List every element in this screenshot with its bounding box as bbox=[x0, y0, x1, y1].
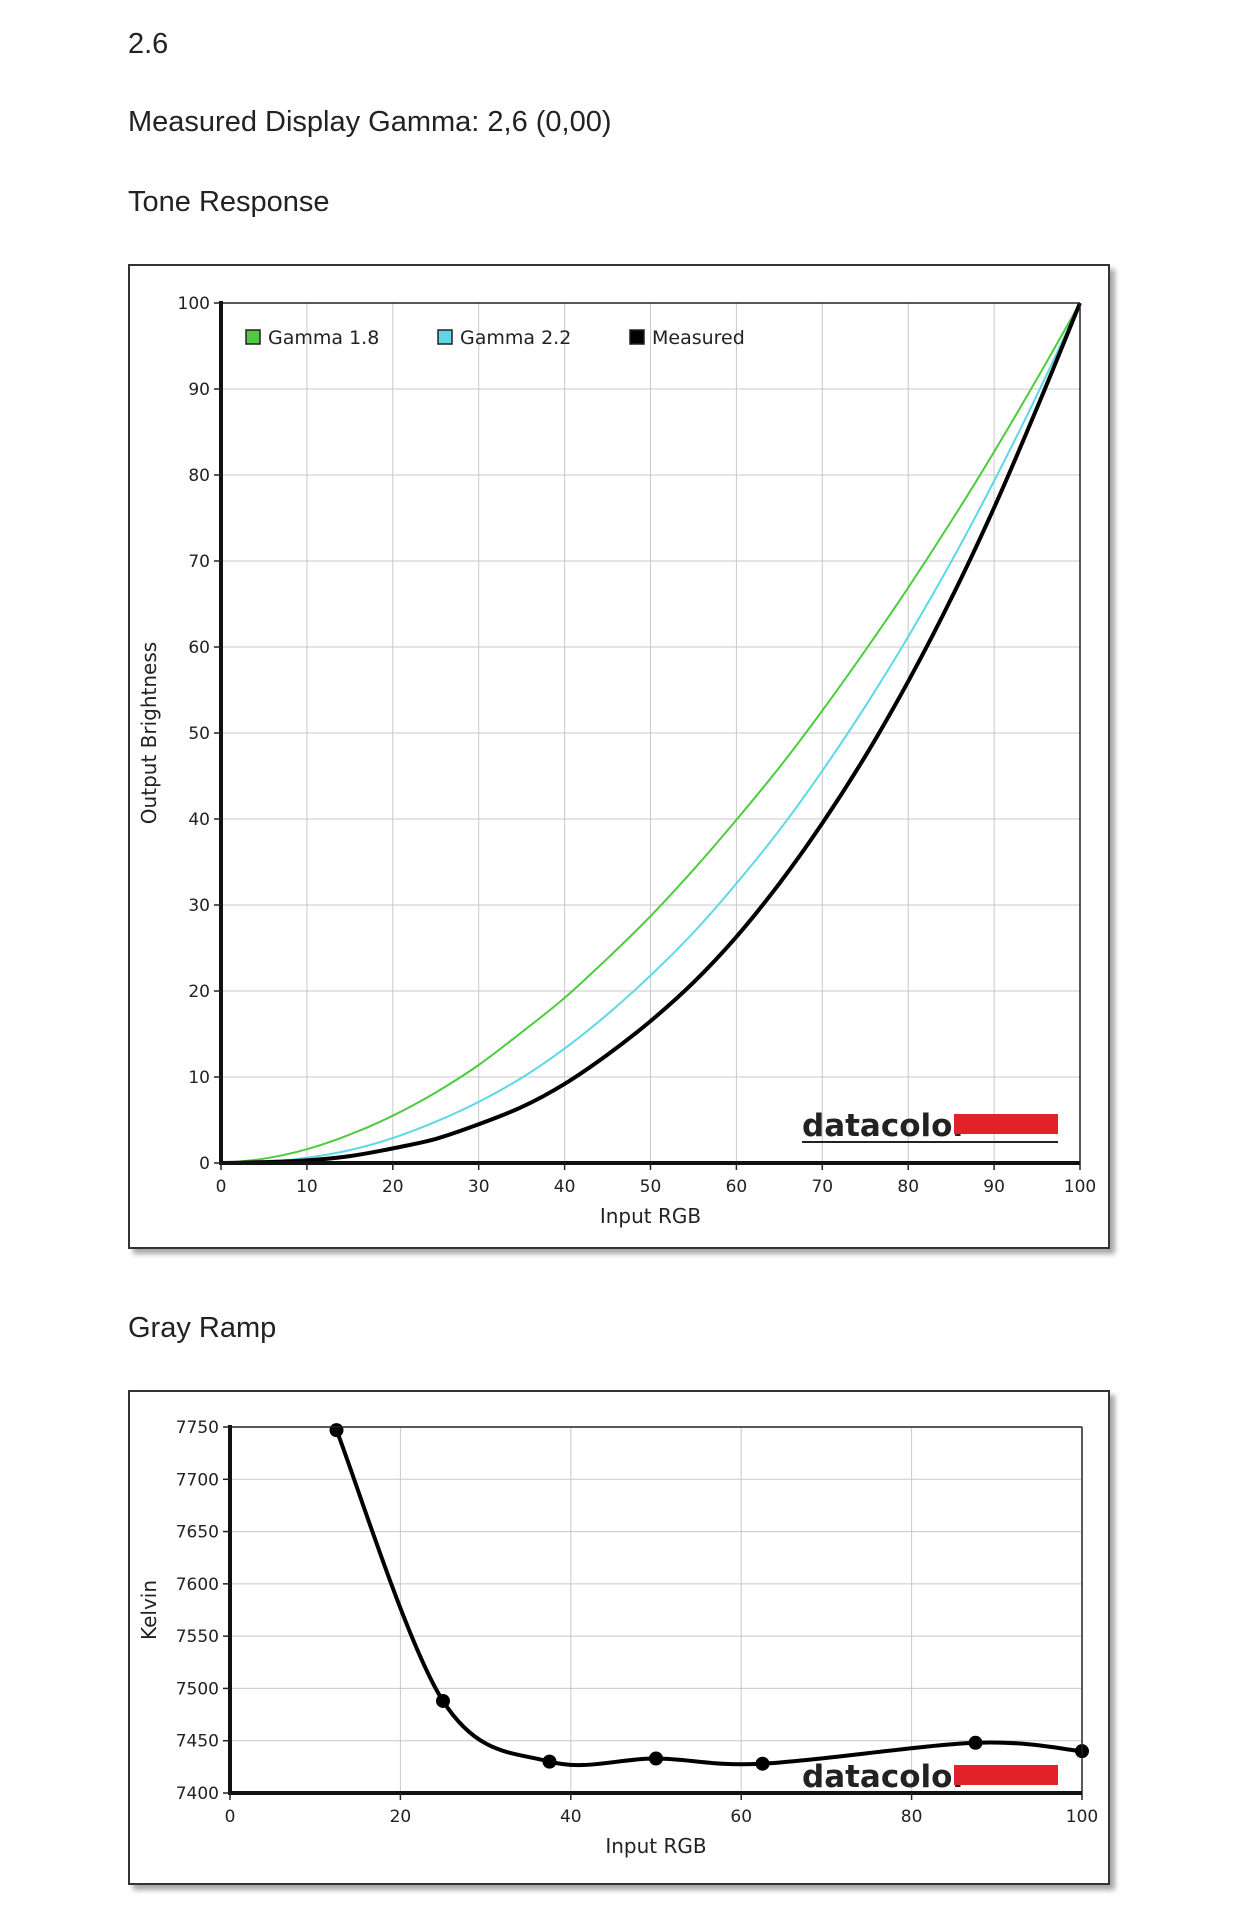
measured-gamma-text: Measured Display Gamma: 2,6 (0,00) bbox=[128, 106, 612, 138]
x-tick-label: 100 bbox=[1064, 1177, 1096, 1197]
x-tick-label: 80 bbox=[897, 1177, 919, 1197]
gray-ramp-chart: datacolor 0 20 40 60 80 100 7400 7450 7500 7550 76… bbox=[137, 1418, 1098, 1858]
gray-datacolor-logo: datacolor bbox=[802, 1759, 1058, 1795]
tone-response-title: Tone Response bbox=[128, 186, 330, 218]
tone-response-chart: 0 10 20 30 40 50 60 70 80 90 100 0 10 20 30 40 50 60 70 80 9… bbox=[137, 294, 1097, 1228]
heading-value: 2.6 bbox=[128, 28, 169, 60]
gray-ramp-panel: datacolor 0 20 40 60 80 100 7400 7450 7500 7550 76… bbox=[128, 1390, 1110, 1885]
y-tick-label: 40 bbox=[188, 810, 210, 830]
data-point bbox=[755, 1756, 770, 1771]
gray-grid bbox=[229, 1426, 1083, 1794]
y-tick-label: 7550 bbox=[176, 1627, 219, 1647]
x-tick-label: 0 bbox=[216, 1177, 227, 1197]
x-tick-label: 100 bbox=[1066, 1807, 1098, 1827]
y-tick-label: 7450 bbox=[176, 1732, 219, 1752]
series-line bbox=[334, 1429, 1083, 1768]
y-tick-label: 10 bbox=[188, 1068, 210, 1088]
y-tick-label: 7400 bbox=[176, 1784, 219, 1804]
legend-label: Measured bbox=[652, 327, 745, 349]
y-tick-label: 7700 bbox=[176, 1470, 219, 1490]
tone-grid bbox=[220, 302, 1081, 1164]
gray-lines bbox=[329, 1423, 1089, 1771]
gray-axes bbox=[228, 1425, 1083, 1795]
x-tick-label: 0 bbox=[225, 1807, 236, 1827]
y-tick-label: 70 bbox=[188, 552, 210, 572]
gray-y-axis-label: Kelvin bbox=[137, 1580, 161, 1640]
datacolor-logo-text: datacolor bbox=[802, 1759, 968, 1795]
gray-ramp-title: Gray Ramp bbox=[128, 1312, 277, 1344]
y-tick-label: 7500 bbox=[176, 1679, 219, 1699]
legend-label: Gamma 1.8 bbox=[268, 327, 379, 349]
x-tick-label: 60 bbox=[730, 1807, 752, 1827]
tone-lines bbox=[220, 302, 1082, 1165]
x-tick-label: 20 bbox=[390, 1807, 412, 1827]
y-tick-label: 7600 bbox=[176, 1575, 219, 1595]
tone-x-axis-label: Input RGB bbox=[600, 1204, 701, 1228]
x-tick-label: 70 bbox=[811, 1177, 833, 1197]
y-tick-label: 50 bbox=[188, 724, 210, 744]
x-tick-label: 20 bbox=[382, 1177, 404, 1197]
x-tick-label: 50 bbox=[640, 1177, 662, 1197]
legend-label: Gamma 2.2 bbox=[460, 327, 571, 349]
data-point bbox=[436, 1693, 450, 1708]
tone-response-panel: 0 10 20 30 40 50 60 70 80 90 100 0 10 20 30 40 50 60 70 80 9… bbox=[128, 264, 1110, 1249]
x-tick-label: 30 bbox=[468, 1177, 490, 1197]
x-tick-label: 40 bbox=[560, 1807, 582, 1827]
y-tick-label: 90 bbox=[188, 380, 210, 400]
y-tick-label: 80 bbox=[188, 466, 210, 486]
y-tick-label: 20 bbox=[188, 982, 210, 1002]
series-line bbox=[220, 302, 1081, 1164]
series-line bbox=[220, 302, 1082, 1165]
y-tick-label: 60 bbox=[188, 638, 210, 658]
legend-swatch bbox=[437, 329, 453, 345]
legend-swatch bbox=[245, 329, 261, 345]
datacolor-logo-bar bbox=[954, 1114, 1058, 1134]
data-point bbox=[542, 1754, 557, 1769]
x-tick-label: 80 bbox=[901, 1807, 923, 1827]
datacolor-logo-bar bbox=[954, 1765, 1058, 1785]
x-tick-label: 90 bbox=[983, 1177, 1005, 1197]
y-tick-label: 7650 bbox=[176, 1523, 219, 1543]
gray-x-axis-label: Input RGB bbox=[605, 1834, 706, 1858]
x-tick-label: 40 bbox=[554, 1177, 576, 1197]
y-tick-label: 7750 bbox=[176, 1418, 219, 1438]
datacolor-logo-text: datacolor bbox=[802, 1108, 968, 1144]
tone-legend: Gamma 1.8 Gamma 2.2 Measured bbox=[245, 327, 745, 349]
data-point bbox=[968, 1735, 983, 1750]
tone-ticks: 0 10 20 30 40 50 60 70 80 90 100 0 10 20 30 40 50 60 70 80 9… bbox=[178, 294, 1097, 1197]
x-tick-label: 60 bbox=[726, 1177, 748, 1197]
legend-swatch bbox=[629, 329, 645, 345]
y-tick-label: 0 bbox=[199, 1154, 210, 1174]
y-tick-label: 30 bbox=[188, 896, 210, 916]
tone-datacolor-logo: datacolor bbox=[802, 1108, 1058, 1144]
series-line bbox=[220, 302, 1081, 1164]
data-point bbox=[329, 1423, 344, 1438]
x-tick-label: 10 bbox=[296, 1177, 318, 1197]
tone-y-axis-label: Output Brightness bbox=[137, 642, 161, 824]
gray-ticks: 0 20 40 60 80 100 7400 7450 7500 7550 7600 7650 7700… bbox=[176, 1418, 1098, 1827]
data-point bbox=[649, 1751, 663, 1766]
y-tick-label: 100 bbox=[178, 294, 210, 314]
